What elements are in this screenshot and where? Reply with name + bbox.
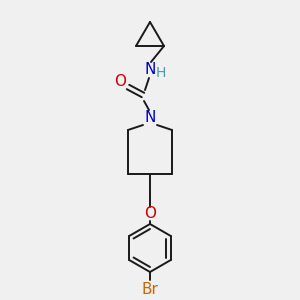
Text: H: H: [156, 66, 166, 80]
Text: O: O: [144, 206, 156, 221]
Text: O: O: [114, 74, 126, 89]
Text: Br: Br: [142, 283, 158, 298]
Text: N: N: [144, 110, 156, 125]
Text: N: N: [144, 62, 156, 77]
